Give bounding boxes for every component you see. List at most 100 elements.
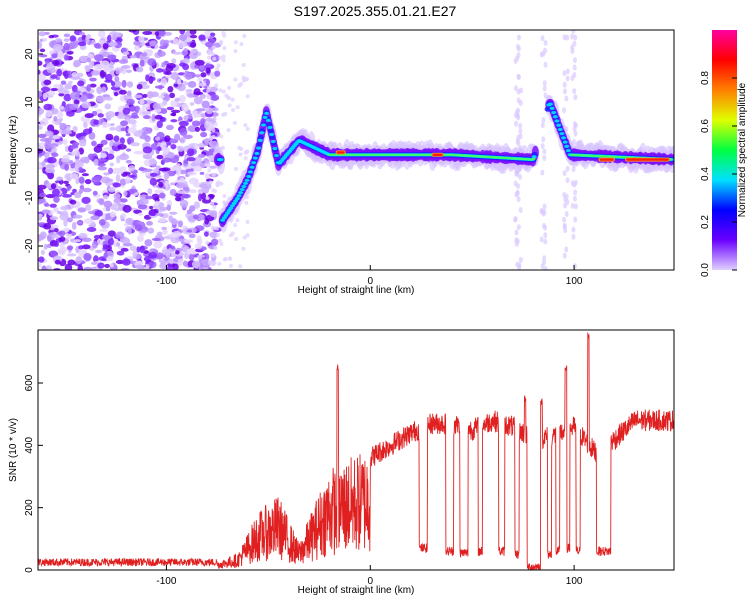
spectrogram-speckle [119,215,125,220]
spectrogram-speckle [147,227,155,234]
spectrogram-speckle [39,231,47,240]
spectrogram-streak [543,39,548,46]
spectrogram-speckle [227,256,232,261]
spectrogram-speckle [79,96,86,101]
spectrogram-speckle [156,231,163,237]
spectrogram-speckle [49,216,59,221]
spectrogram-speckle [53,228,59,233]
spectrogram-speckle [107,230,116,237]
spectrogram-speckle [125,159,132,164]
spectrogram-speckle [91,266,96,270]
spectrogram-speckle [108,41,118,47]
spectrogram-speckle [141,103,151,111]
spectrogram-speckle [125,176,131,185]
spectrogram-speckle [85,203,92,211]
spectrogram-streak [571,226,576,233]
spectrogram-speckle [110,81,116,87]
spectrogram-speckle [66,253,77,257]
spectrogram-speckle [51,152,59,158]
spectrogram-speckle [136,246,141,253]
spectrogram-ridge-inner [241,184,247,189]
spectrogram-speckle [218,238,223,243]
spectrogram-speckle [193,143,199,150]
spectrogram-speckle [168,258,175,265]
spectrogram-streak [573,122,578,129]
spectrogram-speckle [205,67,211,74]
spectrogram-streak [542,155,547,162]
spectrogram-speckle [222,33,227,38]
spectrogram-speckle [105,133,114,141]
spectrogram-speckle [78,232,88,240]
spectrogram-speckle [210,73,215,78]
spectrogram-speckle [68,41,78,49]
spectrogram-speckle [43,243,48,250]
spectrogram-ridge-inner [247,170,253,174]
spectrogram-ridge-inner [228,206,234,210]
spectrogram-speckle [234,237,239,242]
spectrogram-speckle [72,214,83,219]
spectrogram-speckle [136,83,143,90]
spectrogram-speckle [177,78,182,86]
spectrogram-y-tick-label: 20 [24,48,35,60]
spectrogram-speckle [200,131,208,138]
spectrogram-speckle [74,159,82,167]
spectrogram-speckle [115,259,124,265]
snr-y-label: SNR (10 * v/v) [8,418,19,482]
spectrogram-speckle [158,181,164,188]
spectrogram-speckle [151,76,156,81]
spectrogram-speckle [127,127,137,134]
spectrogram-speckle [57,87,67,94]
spectrogram-ridge-inner [249,165,255,169]
spectrogram-speckle [155,136,161,141]
spectrogram-speckle [68,80,73,85]
spectrogram-speckle [102,194,109,200]
spectrogram-ridge-inner [226,209,232,213]
spectrogram-speckle [101,234,112,240]
spectrogram-y-label: Frequency (Hz) [8,116,19,185]
spectrogram-speckle [90,39,96,46]
spectrogram-streak [543,61,548,68]
spectrogram-speckle [133,40,141,46]
spectrogram-speckle [83,252,92,261]
spectrogram-speckle [200,72,207,78]
spectrogram-speckle [117,144,127,150]
spectrogram-x-tick-label: 0 [367,276,373,287]
spectrogram-speckle [157,50,166,57]
spectrogram-speckle [170,119,178,123]
spectrogram-speckle [187,125,198,133]
spectrogram-ridge-inner [564,144,570,148]
spectrogram-speckle [161,61,166,68]
spectrogram-speckle [53,196,60,203]
spectrogram-speckle [186,248,191,255]
spectrogram-speckle [97,162,106,167]
spectrogram-speckle [50,183,57,190]
spectrogram-speckle [56,68,63,77]
spectrogram-streak [540,122,545,129]
spectrogram-speckle [183,239,194,244]
spectrogram-speckle [115,231,125,239]
spectrogram-speckle [107,237,115,246]
spectrogram-speckle [241,246,246,251]
spectrogram-streak [518,99,523,106]
spectrogram-speckle [221,54,226,59]
spectrogram-speckle [73,61,80,68]
spectrogram-speckle [62,139,68,145]
spectrogram-streak [543,47,548,54]
spectrogram-streak [565,165,570,172]
spectrogram-speckle [107,34,112,43]
spectrogram-speckle [170,138,176,144]
spectrogram-speckle [210,123,215,128]
spectrogram-speckle [207,85,212,90]
spectrogram-strong-core [432,153,443,156]
spectrogram-speckle [176,190,187,194]
spectrogram-speckle [154,200,160,207]
spectrogram-speckle [38,133,47,139]
spectrogram-speckle [38,90,42,98]
spectrogram-speckle [137,212,143,217]
spectrogram-speckle [207,260,212,265]
spectrogram-speckle [63,180,69,184]
spectrogram-speckle [41,267,48,270]
spectrogram-speckle [56,118,62,124]
spectrogram-speckle [226,128,231,133]
